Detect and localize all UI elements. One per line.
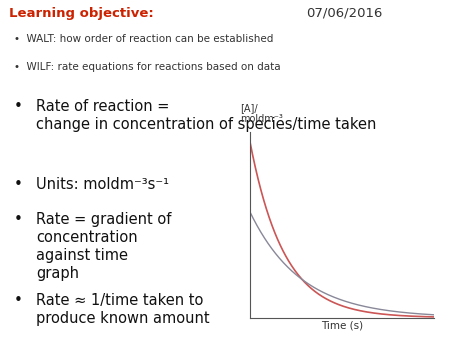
Text: •  WILF: rate equations for reactions based on data: • WILF: rate equations for reactions bas… — [14, 62, 280, 72]
Text: •: • — [14, 177, 22, 192]
Text: •: • — [14, 212, 22, 227]
X-axis label: Time (s): Time (s) — [321, 320, 363, 331]
Text: Rate = gradient of
concentration
against time
graph: Rate = gradient of concentration against… — [36, 212, 171, 281]
Text: Units: moldm⁻³s⁻¹: Units: moldm⁻³s⁻¹ — [36, 177, 169, 192]
Text: •: • — [14, 293, 22, 308]
Text: 07/06/2016: 07/06/2016 — [306, 7, 382, 20]
Text: [A]/
moldm⁻³: [A]/ moldm⁻³ — [241, 103, 284, 124]
Text: Learning objective:: Learning objective: — [9, 7, 154, 20]
Text: •: • — [14, 99, 22, 114]
Text: Rate of reaction =
change in concentration of species/time taken: Rate of reaction = change in concentrati… — [36, 99, 376, 132]
Text: •  WALT: how order of reaction can be established: • WALT: how order of reaction can be est… — [14, 34, 273, 45]
Text: Rate ≈ 1/time taken to
produce known amount: Rate ≈ 1/time taken to produce known amo… — [36, 293, 210, 326]
